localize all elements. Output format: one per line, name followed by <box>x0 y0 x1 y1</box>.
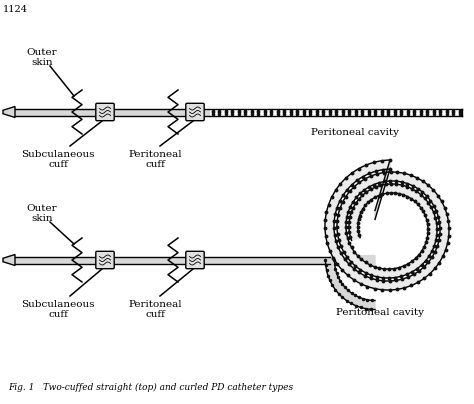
Text: Subculaneous
cuff: Subculaneous cuff <box>21 300 95 320</box>
Text: Peritoneal
cuff: Peritoneal cuff <box>128 300 182 320</box>
Text: Peritoneal
cuff: Peritoneal cuff <box>128 150 182 169</box>
Text: Peritoneal cavity: Peritoneal cavity <box>311 128 399 137</box>
Text: 1124: 1124 <box>3 5 28 14</box>
Polygon shape <box>325 160 449 290</box>
Bar <box>15 109 210 116</box>
Text: Fig. 1   Two-cuffed straight (top) and curled PD catheter types: Fig. 1 Two-cuffed straight (top) and cur… <box>8 383 293 392</box>
Text: Outer
skin: Outer skin <box>27 204 57 223</box>
Polygon shape <box>375 160 390 219</box>
Text: Peritoneal cavity: Peritoneal cavity <box>336 308 424 317</box>
Polygon shape <box>3 255 15 265</box>
Polygon shape <box>330 255 375 265</box>
Bar <box>15 257 330 263</box>
Text: Subculaneous
cuff: Subculaneous cuff <box>21 150 95 169</box>
Polygon shape <box>3 107 15 118</box>
FancyBboxPatch shape <box>186 251 204 269</box>
Text: Outer
skin: Outer skin <box>27 48 57 67</box>
FancyBboxPatch shape <box>96 103 114 121</box>
Polygon shape <box>326 260 375 309</box>
FancyBboxPatch shape <box>186 103 204 121</box>
Polygon shape <box>325 160 449 290</box>
Bar <box>210 109 462 116</box>
FancyBboxPatch shape <box>96 251 114 269</box>
